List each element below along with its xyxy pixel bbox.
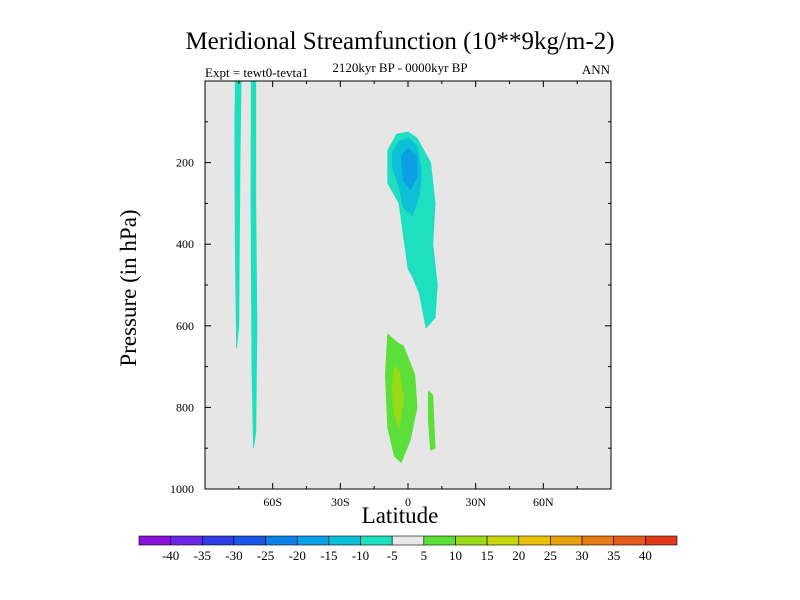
chart-title: Meridional Streamfunction (10**9kg/m-2) [185, 28, 615, 55]
colorbar: -40 -35 -30 -25 -20 -15 -10 -5 5 10 15 20 25 30 35 40 [138, 535, 678, 563]
colorbar-swatch [581, 535, 615, 546]
contour-tropical-neg-outer [387, 131, 438, 329]
contour-sh-strip-2 [250, 80, 258, 449]
plot-frame [204, 80, 612, 490]
colorbar-swatch [138, 535, 171, 546]
y-axis: 200 400 600 800 1000 [170, 121, 611, 496]
colorbar-swatch [296, 535, 330, 546]
contour-tropical-neg-mid [391, 137, 422, 217]
contour-nh-pos-blob [427, 390, 436, 451]
colorbar-swatch [518, 535, 551, 546]
colorbar-label: -15 [320, 548, 337, 563]
colorbar-swatch [391, 535, 425, 546]
colorbar-label: -30 [225, 548, 242, 563]
x-axis: 60S 30S 0 30N 60N [238, 81, 578, 509]
colorbar-swatch [645, 535, 678, 546]
colorbar-swatch [328, 535, 361, 546]
experiment-label: Expt = tewt0-tevta1 [205, 65, 309, 80]
colorbar-swatch [613, 535, 646, 546]
colorbar-swatch [486, 535, 520, 546]
contour-sh-strip-1 [234, 80, 242, 349]
colorbar-label: 40 [639, 548, 652, 563]
y-tick-label: 400 [176, 237, 194, 251]
y-tick-label: 600 [176, 319, 194, 333]
y-tick-label: 1000 [170, 482, 194, 496]
plot-area [205, 81, 611, 489]
colorbar-swatch [233, 535, 266, 546]
colorbar-label: -25 [257, 548, 274, 563]
colorbar-label: -20 [289, 548, 306, 563]
colorbar-label: 15 [481, 548, 494, 563]
contour-tropical-pos-core [391, 366, 404, 429]
x-axis-label: Latitude [361, 503, 439, 528]
colorbar-label: 10 [449, 548, 462, 563]
chart-subtitle: 2120kyr BP - 0000kyr BP [332, 60, 468, 75]
colorbar-label: 25 [544, 548, 557, 563]
colorbar-label: 5 [421, 548, 428, 563]
colorbar-swatch [550, 535, 583, 546]
colorbar-swatch [170, 535, 203, 546]
y-tick-label: 800 [176, 400, 194, 414]
contour-tropical-pos-outer [384, 333, 418, 463]
colorbar-label: 30 [576, 548, 589, 563]
colorbar-label: -35 [194, 548, 211, 563]
colorbar-swatch [360, 535, 393, 546]
contour-regions [234, 80, 438, 463]
colorbar-label: 20 [512, 548, 525, 563]
colorbar-swatch [201, 535, 235, 546]
season-label: ANN [581, 62, 610, 77]
colorbar-label: 35 [607, 548, 620, 563]
colorbar-label: -5 [387, 548, 398, 563]
colorbar-label: -10 [352, 548, 369, 563]
colorbar-swatch [423, 535, 456, 546]
colorbar-swatch [265, 535, 298, 546]
colorbar-swatch [455, 535, 488, 546]
colorbar-label: -40 [162, 548, 179, 563]
y-axis-label: Pressure (in hPa) [116, 209, 141, 367]
contour-tropical-neg-core [400, 147, 418, 190]
y-tick-label: 200 [176, 156, 194, 170]
